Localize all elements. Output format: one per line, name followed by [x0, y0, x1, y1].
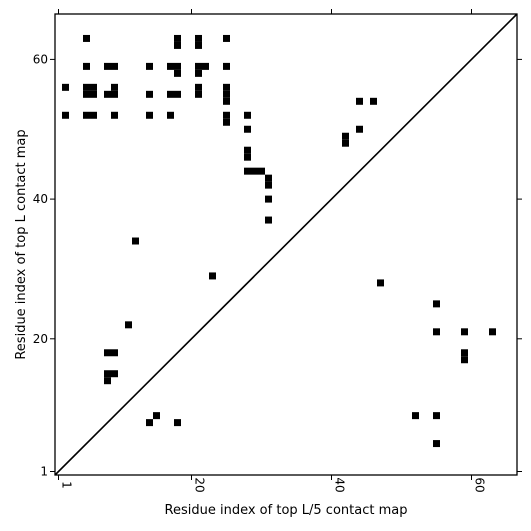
contact-cell-top-l: [244, 111, 251, 119]
contact-cells: [62, 34, 496, 448]
contact-cell-top-l: [223, 62, 230, 70]
contact-cell-top-l: [104, 349, 111, 357]
contact-cell-top-l: [83, 90, 90, 98]
contact-cell-top-l: [90, 111, 97, 119]
y-tick-label: 1: [40, 465, 48, 479]
contact-cell-top-l: [174, 90, 181, 98]
contact-cell-top-l: [342, 139, 349, 147]
contact-cell-top-l5: [433, 328, 440, 336]
contact-cell-top-l: [244, 167, 251, 175]
y-tick-label: 40: [33, 192, 48, 206]
contact-cell-top-l: [370, 97, 377, 105]
contact-cell-top-l: [265, 181, 272, 189]
contact-cell-top-l: [223, 90, 230, 98]
contact-cell-top-l: [111, 349, 118, 357]
contact-cell-top-l: [83, 34, 90, 42]
contact-cell-top-l: [146, 111, 153, 119]
contact-cell-top-l: [223, 34, 230, 42]
x-axis-label: Residue index of top L/5 contact map: [165, 503, 408, 518]
contact-cell-top-l: [195, 62, 202, 70]
contact-cell-top-l: [104, 377, 111, 385]
contact-cell-top-l: [223, 111, 230, 119]
contact-cell-top-l: [251, 167, 258, 175]
contact-cell-top-l: [195, 90, 202, 98]
contact-cell-top-l: [195, 34, 202, 42]
diagonal-line: [54, 13, 518, 476]
contact-cell-top-l: [342, 132, 349, 140]
contact-cell-top-l5: [377, 279, 384, 287]
contact-cell-top-l: [83, 62, 90, 70]
contact-cell-top-l: [265, 195, 272, 203]
contact-cell-top-l5: [433, 440, 440, 448]
contact-cell-top-l: [104, 62, 111, 70]
x-tick-label: 1: [60, 481, 74, 489]
contact-cell-top-l: [104, 370, 111, 378]
contact-cell-top-l: [111, 83, 118, 91]
contact-cell-top-l: [90, 83, 97, 91]
contact-cell-top-l: [83, 83, 90, 91]
contact-cell-top-l: [265, 174, 272, 182]
contact-cell-top-l: [167, 90, 174, 98]
axis-ticks: 1 20 40 60 1 20 40 60: [33, 9, 522, 493]
contact-cell-top-l: [90, 90, 97, 98]
contact-cell-top-l: [111, 90, 118, 98]
contact-cell-top-l: [356, 125, 363, 133]
contact-cell-top-l: [244, 125, 251, 133]
y-axis-label: Residue index of top L contact map: [14, 129, 29, 359]
contact-cell-top-l5: [174, 419, 181, 427]
y-tick-label: 20: [33, 332, 48, 346]
contact-cell-top-l: [62, 83, 69, 91]
contact-cell-top-l: [195, 69, 202, 77]
contact-cell-top-l: [167, 62, 174, 70]
contact-cell-top-l: [244, 146, 251, 154]
contact-cell-top-l: [209, 272, 216, 280]
contact-cell-top-l5: [433, 412, 440, 420]
contact-cell-top-l5: [153, 412, 160, 420]
contact-cell-top-l: [146, 62, 153, 70]
x-tick-label: 40: [333, 477, 347, 492]
contact-cell-top-l: [174, 69, 181, 77]
contact-cell-top-l5: [146, 419, 153, 427]
contact-cell-top-l: [104, 90, 111, 98]
contact-cell-top-l: [174, 34, 181, 42]
contact-cell-top-l: [265, 216, 272, 224]
contact-cell-top-l: [223, 97, 230, 105]
contact-cell-top-l: [132, 237, 139, 245]
contact-cell-top-l: [195, 41, 202, 49]
plot-frame: [54, 13, 518, 476]
contact-cell-top-l: [174, 41, 181, 49]
contact-cell-top-l5: [461, 328, 468, 336]
contact-cell-top-l: [62, 111, 69, 119]
contact-cell-top-l: [111, 370, 118, 378]
contact-cell-top-l: [146, 90, 153, 98]
contact-cell-top-l: [174, 62, 181, 70]
contact-cell-top-l: [111, 62, 118, 70]
contact-cell-top-l: [223, 118, 230, 126]
contact-cell-top-l5: [489, 328, 496, 336]
contact-cell-top-l5: [433, 300, 440, 308]
contact-cell-top-l: [125, 321, 132, 329]
contact-cell-top-l: [356, 97, 363, 105]
y-tick-label: 60: [33, 52, 48, 66]
contact-cell-top-l5: [461, 349, 468, 357]
contact-cell-top-l: [258, 167, 265, 175]
contact-cell-top-l: [202, 62, 209, 70]
x-tick-label: 60: [473, 477, 487, 492]
contact-cell-top-l5: [461, 356, 468, 364]
x-tick-label: 20: [193, 477, 207, 492]
contact-cell-top-l: [111, 111, 118, 119]
contact-cell-top-l: [167, 111, 174, 119]
contact-cell-top-l: [83, 111, 90, 119]
contact-cell-top-l: [223, 83, 230, 91]
contact-cell-top-l5: [412, 412, 419, 420]
contact-cell-top-l: [244, 153, 251, 161]
contact-cell-top-l: [195, 83, 202, 91]
